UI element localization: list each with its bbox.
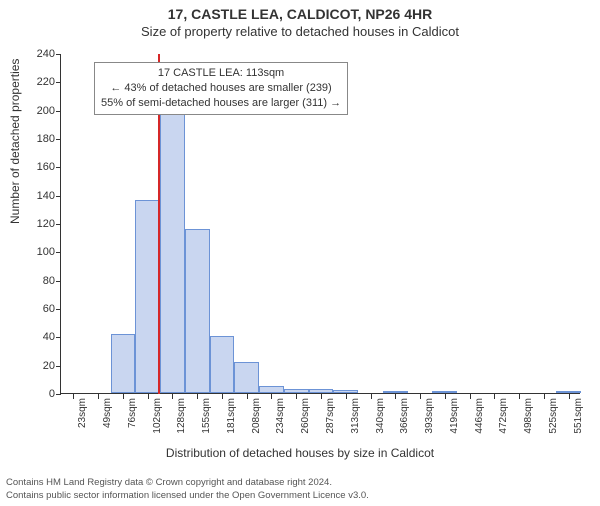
histogram-bar xyxy=(210,336,235,393)
y-tick-mark xyxy=(56,281,61,282)
y-tick-mark xyxy=(56,309,61,310)
x-tick-label: 393sqm xyxy=(424,398,435,434)
footer: Contains HM Land Registry data © Crown c… xyxy=(6,477,594,502)
histogram-bar xyxy=(333,390,358,393)
x-tick-label: 419sqm xyxy=(449,398,460,434)
y-tick-mark xyxy=(56,394,61,395)
x-tick-mark xyxy=(197,394,198,399)
x-axis-label: Distribution of detached houses by size … xyxy=(0,446,600,460)
x-tick-label: 366sqm xyxy=(399,398,410,434)
y-tick-label: 80 xyxy=(25,275,55,287)
x-tick-mark xyxy=(470,394,471,399)
y-tick-label: 200 xyxy=(25,105,55,117)
histogram-bar xyxy=(259,386,284,393)
x-tick-label: 102sqm xyxy=(152,398,163,434)
x-tick-mark xyxy=(544,394,545,399)
x-tick-label: 155sqm xyxy=(201,398,212,434)
title-main: 17, CASTLE LEA, CALDICOT, NP26 4HR xyxy=(0,6,600,22)
histogram-bar xyxy=(284,389,309,393)
y-tick-label: 120 xyxy=(25,218,55,230)
histogram-bar xyxy=(556,391,581,393)
footer-line-2: Contains public sector information licen… xyxy=(6,490,594,502)
y-tick-label: 0 xyxy=(25,388,55,400)
y-tick-label: 40 xyxy=(25,331,55,343)
x-tick-label: 446sqm xyxy=(474,398,485,434)
annotation-box: 17 CASTLE LEA: 113sqm ← 43% of detached … xyxy=(94,62,348,115)
x-tick-mark xyxy=(519,394,520,399)
y-tick-mark xyxy=(56,82,61,83)
histogram-bar xyxy=(160,101,185,393)
x-tick-mark xyxy=(296,394,297,399)
y-tick-mark xyxy=(56,252,61,253)
x-tick-mark xyxy=(172,394,173,399)
x-tick-label: 551sqm xyxy=(573,398,584,434)
histogram-bar xyxy=(185,229,210,393)
x-tick-label: 525sqm xyxy=(548,398,559,434)
x-tick-mark xyxy=(445,394,446,399)
y-tick-mark xyxy=(56,54,61,55)
x-tick-label: 287sqm xyxy=(325,398,336,434)
y-tick-label: 160 xyxy=(25,161,55,173)
histogram-bar xyxy=(432,391,457,393)
y-tick-label: 140 xyxy=(25,190,55,202)
x-tick-label: 498sqm xyxy=(523,398,534,434)
histogram-bar xyxy=(135,200,160,393)
x-tick-label: 181sqm xyxy=(226,398,237,434)
annotation-line-1: 17 CASTLE LEA: 113sqm xyxy=(101,66,341,81)
x-tick-mark xyxy=(98,394,99,399)
x-tick-mark xyxy=(395,394,396,399)
x-tick-mark xyxy=(321,394,322,399)
x-tick-label: 76sqm xyxy=(127,398,138,428)
x-tick-mark xyxy=(371,394,372,399)
y-tick-mark xyxy=(56,337,61,338)
histogram-bar xyxy=(111,334,136,394)
histogram-bar xyxy=(234,362,259,393)
x-tick-mark xyxy=(346,394,347,399)
x-tick-label: 313sqm xyxy=(350,398,361,434)
y-tick-mark xyxy=(56,111,61,112)
y-tick-label: 20 xyxy=(25,360,55,372)
y-axis-label: Number of detached properties xyxy=(8,59,22,224)
annotation-line-3: 55% of semi-detached houses are larger (… xyxy=(101,96,341,111)
y-tick-mark xyxy=(56,167,61,168)
y-tick-label: 220 xyxy=(25,76,55,88)
y-tick-label: 100 xyxy=(25,246,55,258)
x-tick-label: 472sqm xyxy=(498,398,509,434)
x-tick-label: 208sqm xyxy=(251,398,262,434)
y-tick-mark xyxy=(56,366,61,367)
x-tick-label: 340sqm xyxy=(375,398,386,434)
x-tick-mark xyxy=(569,394,570,399)
x-tick-mark xyxy=(222,394,223,399)
x-tick-mark xyxy=(247,394,248,399)
x-tick-mark xyxy=(123,394,124,399)
x-tick-label: 260sqm xyxy=(300,398,311,434)
x-tick-label: 49sqm xyxy=(102,398,113,428)
y-tick-mark xyxy=(56,224,61,225)
y-tick-label: 240 xyxy=(25,48,55,60)
title-sub: Size of property relative to detached ho… xyxy=(0,24,600,39)
x-tick-label: 234sqm xyxy=(275,398,286,434)
x-tick-label: 23sqm xyxy=(77,398,88,428)
y-tick-mark xyxy=(56,139,61,140)
y-tick-mark xyxy=(56,196,61,197)
y-tick-label: 180 xyxy=(25,133,55,145)
annotation-line-2: ← 43% of detached houses are smaller (23… xyxy=(101,81,341,96)
x-tick-mark xyxy=(73,394,74,399)
x-tick-mark xyxy=(420,394,421,399)
footer-line-1: Contains HM Land Registry data © Crown c… xyxy=(6,477,594,489)
x-tick-mark xyxy=(271,394,272,399)
chart-area: 02040608010012014016018020022024023sqm49… xyxy=(60,54,580,394)
histogram-bar xyxy=(309,389,334,393)
histogram-bar xyxy=(383,391,408,393)
x-tick-label: 128sqm xyxy=(176,398,187,434)
x-tick-mark xyxy=(148,394,149,399)
x-tick-mark xyxy=(494,394,495,399)
y-tick-label: 60 xyxy=(25,303,55,315)
